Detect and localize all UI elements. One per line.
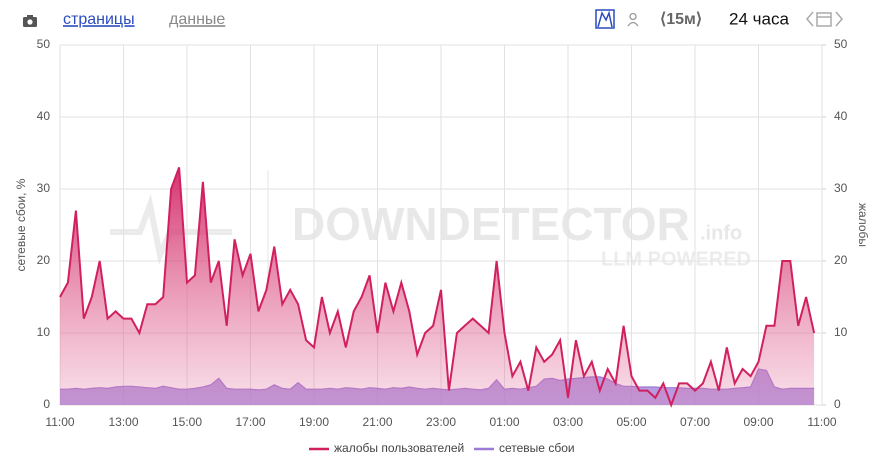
x-tick-label: 19:00 [299, 415, 329, 429]
tab-data[interactable]: данные [169, 11, 225, 28]
date-nav[interactable] [806, 11, 843, 27]
chart-type-icon[interactable] [595, 9, 615, 29]
x-tick-label: 01:00 [489, 415, 519, 429]
y-tick-label: 10 [37, 325, 51, 339]
x-tick-label: 11:00 [45, 415, 74, 429]
y-tick-label: 30 [37, 181, 51, 195]
area [60, 167, 815, 405]
legend-label: жалобы пользователей [334, 441, 464, 455]
x-tick-label: 17:00 [235, 415, 265, 429]
y2-tick-label: 10 [834, 325, 848, 339]
x-tick-label: 11:00 [807, 415, 836, 429]
range[interactable]: 24 часа [729, 9, 789, 28]
watermark-suffix: .info [700, 222, 742, 244]
watermark: DOWNDETECTOR .info LLM POWERED [110, 170, 751, 290]
watermark-brand: DOWNDETECTOR [292, 198, 690, 250]
y2-tick-label: 40 [834, 109, 848, 123]
y-tick-label: 20 [37, 253, 51, 267]
line [59, 167, 816, 408]
x-tick-label: 05:00 [616, 415, 646, 429]
y2-tick-label: 50 [834, 37, 848, 51]
x-tick-label: 15:00 [172, 415, 202, 429]
y2-axis-label: жалобы [856, 203, 870, 247]
tab-pages[interactable]: страницы [63, 11, 135, 28]
legend-label: сетевые сбои [499, 441, 575, 455]
watermark-tagline: LLM POWERED [601, 248, 751, 270]
y-axis-label: сетевые сбои, % [14, 178, 28, 271]
y-tick-label: 0 [43, 397, 50, 411]
y2-tick-label: 0 [834, 397, 841, 411]
y2-tick-label: 30 [834, 181, 848, 195]
y-tick-label: 40 [37, 109, 51, 123]
user-icon[interactable] [627, 12, 639, 27]
y2-tick-label: 20 [834, 253, 848, 267]
x-tick-label: 21:00 [362, 415, 392, 429]
interval[interactable]: ⟨15м⟩ [660, 11, 702, 28]
x-tick-label: 03:00 [553, 415, 583, 429]
x-tick-label: 09:00 [743, 415, 773, 429]
camera-icon[interactable] [23, 15, 37, 27]
x-tick-label: 13:00 [108, 415, 138, 429]
x-tick-label: 07:00 [680, 415, 710, 429]
x-tick-label: 23:00 [426, 415, 456, 429]
y-tick-label: 50 [37, 37, 51, 51]
